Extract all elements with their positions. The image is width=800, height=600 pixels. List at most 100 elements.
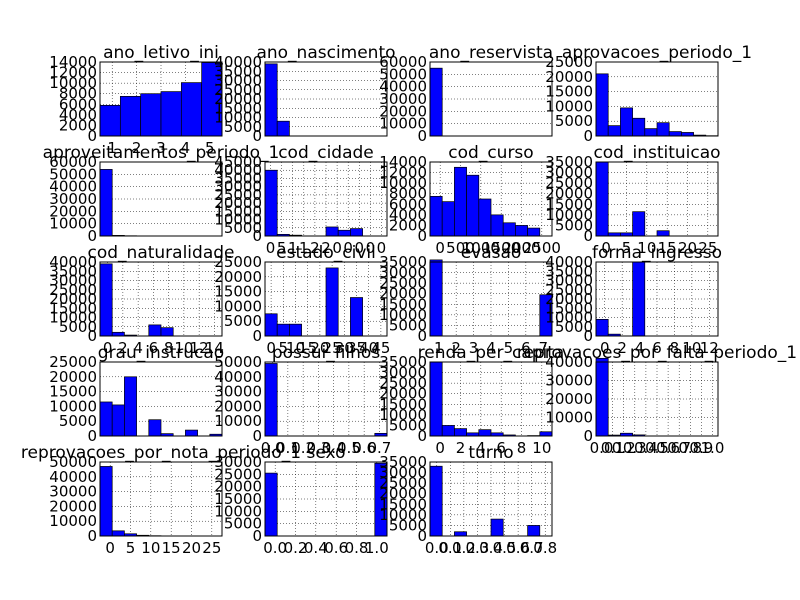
x-tick-label: 20 (310, 339, 329, 357)
histogram-bar (264, 313, 278, 337)
subplot-title: cod_cidade (278, 143, 374, 163)
histogram-bar (124, 376, 137, 437)
x-tick-label: 20 (678, 239, 697, 257)
histogram-bar (99, 169, 113, 237)
y-tick-label: 0 (583, 227, 593, 245)
y-tick-label: 20000 (214, 268, 262, 286)
y-tick-label: 30000 (545, 164, 593, 182)
x-tick-label: 30 (335, 339, 354, 357)
histogram-bar (160, 91, 182, 137)
axes-frame (429, 361, 553, 437)
y-tick-label: 20000 (379, 385, 427, 403)
y-tick-label: 0 (417, 127, 427, 145)
y-tick-label: 25000 (214, 186, 262, 204)
y-tick-label: 60000 (379, 53, 427, 71)
x-tick-label: 5 (277, 239, 287, 257)
histogram-bar (466, 174, 480, 237)
y-tick-label: 15000 (545, 195, 593, 213)
y-tick-label: 5000 (555, 216, 593, 234)
histogram-bar (478, 429, 492, 437)
x-tick-label: 10 (637, 239, 656, 257)
subplot-18: 050001000015000200002500030000350000.00.… (379, 443, 557, 557)
x-tick-label: 0 (435, 439, 445, 457)
y-tick-label: 10000 (49, 215, 97, 233)
y-tick-label: 40000 (214, 368, 262, 386)
histogram-bar (111, 530, 125, 537)
y-tick-label: 14000 (379, 153, 427, 171)
y-tick-label: 5000 (389, 416, 427, 434)
histogram-bar (441, 201, 455, 237)
y-tick-label: 35000 (49, 262, 97, 280)
y-tick-label: 0 (252, 427, 262, 445)
y-tick-label: 25000 (545, 281, 593, 299)
y-tick-label: 40000 (545, 353, 593, 371)
x-tick-label: 2500 (523, 239, 561, 257)
x-tick-label: 0 (105, 539, 115, 557)
subplot-title: ano_reservista (429, 43, 553, 63)
y-tick-label: 5000 (389, 316, 427, 334)
axes-frame (264, 61, 388, 137)
y-tick-label: 15000 (379, 495, 427, 513)
subplot-13: 010000200003000040000500000.00.10.20.30.… (214, 343, 391, 457)
histogram-bar (632, 261, 646, 337)
x-tick-label: 0.6 (352, 439, 376, 457)
axes-frame (264, 461, 388, 537)
x-tick-label: 1500 (482, 239, 520, 257)
x-tick-label: 8 (517, 439, 527, 457)
y-tick-label: 35000 (379, 353, 427, 371)
x-tick-label: 0.1 (438, 539, 462, 557)
x-tick-label: 4 (181, 139, 191, 157)
y-tick-label: 25000 (545, 53, 593, 71)
y-tick-label: 14000 (49, 53, 97, 71)
x-tick-label: 15 (162, 539, 181, 557)
x-tick-label: 0.6 (656, 439, 680, 457)
subplot-title: ano_nascimento (256, 43, 395, 63)
y-tick-label: 20000 (214, 90, 262, 108)
x-tick-label: 2000 (502, 239, 540, 257)
axes-frame (264, 361, 388, 437)
y-tick-label: 10000 (49, 397, 97, 415)
x-tick-label: 14 (205, 339, 224, 357)
y-tick-label: 15000 (214, 283, 262, 301)
y-tick-label: 10000 (214, 502, 262, 520)
x-tick-label: 10 (141, 539, 160, 557)
y-tick-label: 10000 (379, 506, 427, 524)
x-tick-label: 6 (521, 339, 531, 357)
x-tick-label: 0.1 (276, 439, 300, 457)
subplot-title: cod_instituicao (593, 143, 720, 163)
histogram-bar (350, 297, 363, 337)
y-tick-label: 30000 (214, 178, 262, 196)
histogram-bar (325, 226, 339, 237)
y-tick-label: 15000 (545, 83, 593, 101)
y-tick-label: 20000 (214, 478, 262, 496)
y-tick-label: 25000 (379, 474, 427, 492)
y-tick-label: 20000 (49, 290, 97, 308)
x-tick-label: 10 (682, 339, 701, 357)
histogram-bar (441, 425, 455, 437)
x-tick-label: 6 (496, 439, 506, 457)
subplot-title: possui_filhos (272, 343, 381, 363)
subplot-title: cod_curso (448, 143, 533, 163)
x-tick-label: 0.2 (291, 439, 315, 457)
y-tick-label: 40000 (49, 253, 97, 271)
histogram-bar (607, 125, 621, 137)
x-tick-label: 0 (332, 239, 342, 257)
y-tick-label: 10000 (545, 206, 593, 224)
y-tick-label: 30000 (49, 272, 97, 290)
x-tick-label: 12 (700, 339, 719, 357)
y-tick-label: 10000 (214, 297, 262, 315)
x-tick-label: 10 (286, 339, 305, 357)
y-tick-label: 0 (87, 327, 97, 345)
x-tick-label: 2 (132, 139, 142, 157)
y-tick-label: 50000 (49, 453, 97, 471)
y-tick-label: 60000 (49, 153, 97, 171)
histogram-bar (180, 82, 203, 137)
y-tick-label: 50000 (49, 165, 97, 183)
histogram-bar (595, 161, 609, 237)
histogram-bar (99, 263, 113, 337)
x-tick-label: 0.6 (506, 539, 530, 557)
x-tick-label: 15 (298, 339, 317, 357)
axes-frame (264, 161, 388, 237)
y-tick-label: 20000 (379, 485, 427, 503)
axes-frame (264, 261, 388, 337)
